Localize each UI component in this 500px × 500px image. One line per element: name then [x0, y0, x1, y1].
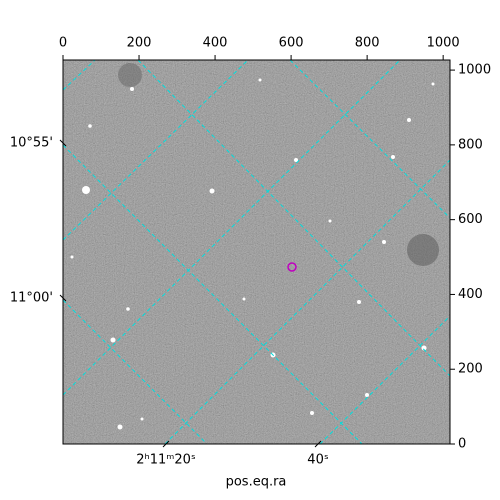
- grid-line: [63, 60, 96, 91]
- star: [70, 255, 74, 259]
- star: [431, 82, 435, 86]
- grid-line: [319, 315, 450, 444]
- star: [365, 393, 369, 397]
- star: [407, 118, 411, 122]
- star: [88, 124, 92, 128]
- star: [328, 219, 332, 223]
- axes-frame: [62, 59, 451, 445]
- x-tick-label: 800: [355, 36, 380, 51]
- coordinate-grid: [63, 60, 450, 444]
- dark-blob: [118, 63, 142, 87]
- grid-line: [63, 144, 363, 444]
- star: [110, 337, 116, 343]
- star: [294, 158, 298, 162]
- dark-blob: [407, 234, 439, 266]
- source-marker: [287, 262, 297, 272]
- star: [310, 411, 314, 415]
- x-axis-label: pos.eq.ra: [226, 475, 287, 490]
- star: [140, 417, 144, 421]
- x-tick-label: 400: [203, 36, 228, 51]
- star: [391, 155, 395, 159]
- star: [130, 87, 134, 91]
- grid-line: [289, 60, 450, 219]
- star: [82, 186, 90, 194]
- y-tick-label: 800: [458, 137, 483, 152]
- x-tick-label: 200: [127, 36, 152, 51]
- star: [382, 240, 386, 244]
- x-tick-label: 1000: [427, 36, 460, 51]
- star: [209, 188, 215, 194]
- world-x-tick-label: 2ʰ11ᵐ20ˢ: [136, 453, 196, 468]
- world-y-tick: [59, 139, 67, 147]
- star: [242, 297, 246, 301]
- star: [258, 78, 262, 82]
- sky-image: [63, 60, 450, 444]
- y-tick-label: 200: [458, 362, 483, 377]
- world-x-tick-label: 40ˢ: [307, 453, 329, 468]
- star: [117, 424, 123, 430]
- world-y-tick-label: 10°55': [10, 136, 53, 151]
- x-tick-label: 0: [59, 36, 67, 51]
- stars: [70, 78, 435, 430]
- grid-line: [63, 299, 208, 444]
- star: [357, 300, 361, 304]
- grid-line: [63, 60, 249, 241]
- world-x-tick: [162, 440, 170, 448]
- star: [126, 307, 130, 311]
- y-tick-label: 0: [458, 437, 466, 452]
- y-tick-label: 600: [458, 212, 483, 227]
- y-tick-label: 1000: [458, 63, 491, 78]
- y-tick-label: 400: [458, 287, 483, 302]
- star: [421, 345, 427, 351]
- world-x-tick: [314, 440, 322, 448]
- world-y-tick-label: 11°00': [10, 291, 53, 306]
- grid-line: [63, 60, 401, 396]
- x-tick-label: 600: [279, 36, 304, 51]
- image-noise: [63, 60, 450, 444]
- world-y-tick: [59, 294, 67, 302]
